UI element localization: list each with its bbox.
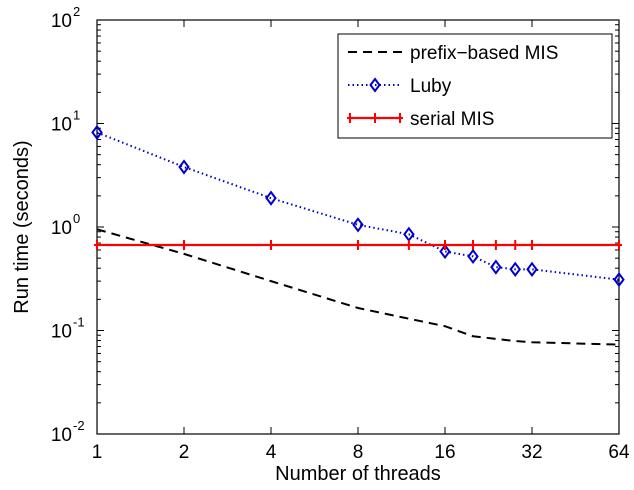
- x-tick-label: 32: [521, 442, 542, 463]
- data-point-diamond: [509, 261, 521, 277]
- data-point-plus: [442, 240, 448, 251]
- y-tick-label: 10: [51, 425, 72, 446]
- y-tick-label: 10: [51, 11, 72, 32]
- data-point-diamond: [613, 271, 625, 288]
- data-point-plus: [397, 113, 403, 123]
- data-point-diamond: [352, 217, 364, 233]
- data-point-plus: [492, 240, 499, 251]
- data-point-plus: [616, 240, 622, 251]
- data-point-plus: [372, 113, 378, 123]
- data-point-diamond: [178, 159, 190, 175]
- y-tick-label: 10: [51, 115, 72, 136]
- y-tick-exponent: -1: [73, 315, 85, 330]
- y-tick-exponent: -2: [73, 418, 85, 433]
- data-point-diamond: [439, 243, 451, 260]
- data-point-diamond: [91, 124, 103, 141]
- data-point-plus: [470, 240, 477, 251]
- y-tick-label: 10: [51, 322, 72, 343]
- x-tick-label: 64: [608, 442, 630, 463]
- series-layer: [91, 124, 625, 346]
- y-tick-exponent: 1: [73, 108, 80, 123]
- legend-label-2: serial MIS: [410, 109, 494, 130]
- legend-label-1: Luby: [410, 76, 452, 97]
- data-point-plus: [355, 240, 361, 251]
- y-axis-label: Run time (seconds): [11, 140, 33, 313]
- data-point-plus: [405, 240, 412, 251]
- data-point-diamond: [265, 190, 277, 206]
- data-point-plus: [268, 240, 274, 251]
- y-tick-exponent: 2: [73, 4, 80, 19]
- data-point-diamond: [490, 259, 502, 275]
- x-tick-label: 2: [179, 442, 190, 463]
- x-axis-label: Number of threads: [275, 463, 441, 485]
- data-point-plus: [94, 240, 100, 251]
- x-tick-label: 1: [92, 442, 103, 463]
- data-point-diamond: [467, 248, 479, 265]
- data-point-diamond: [369, 77, 381, 93]
- series-line-0: [96, 228, 620, 346]
- series-line-1: [96, 131, 620, 281]
- data-point-plus: [347, 113, 353, 123]
- x-tick-label: 16: [434, 442, 455, 463]
- x-tick-label: 4: [266, 442, 277, 463]
- legend-label-0: prefix−based MIS: [410, 43, 558, 64]
- data-point-plus: [529, 240, 535, 251]
- y-tick-label: 10: [51, 218, 72, 239]
- data-point-plus: [512, 240, 519, 251]
- data-point-diamond: [526, 261, 538, 277]
- legend: prefix−based MIS Luby serial MIS: [337, 33, 613, 139]
- x-tick-label: 8: [353, 442, 364, 463]
- y-tick-exponent: 0: [73, 211, 80, 226]
- data-point-plus: [181, 240, 187, 251]
